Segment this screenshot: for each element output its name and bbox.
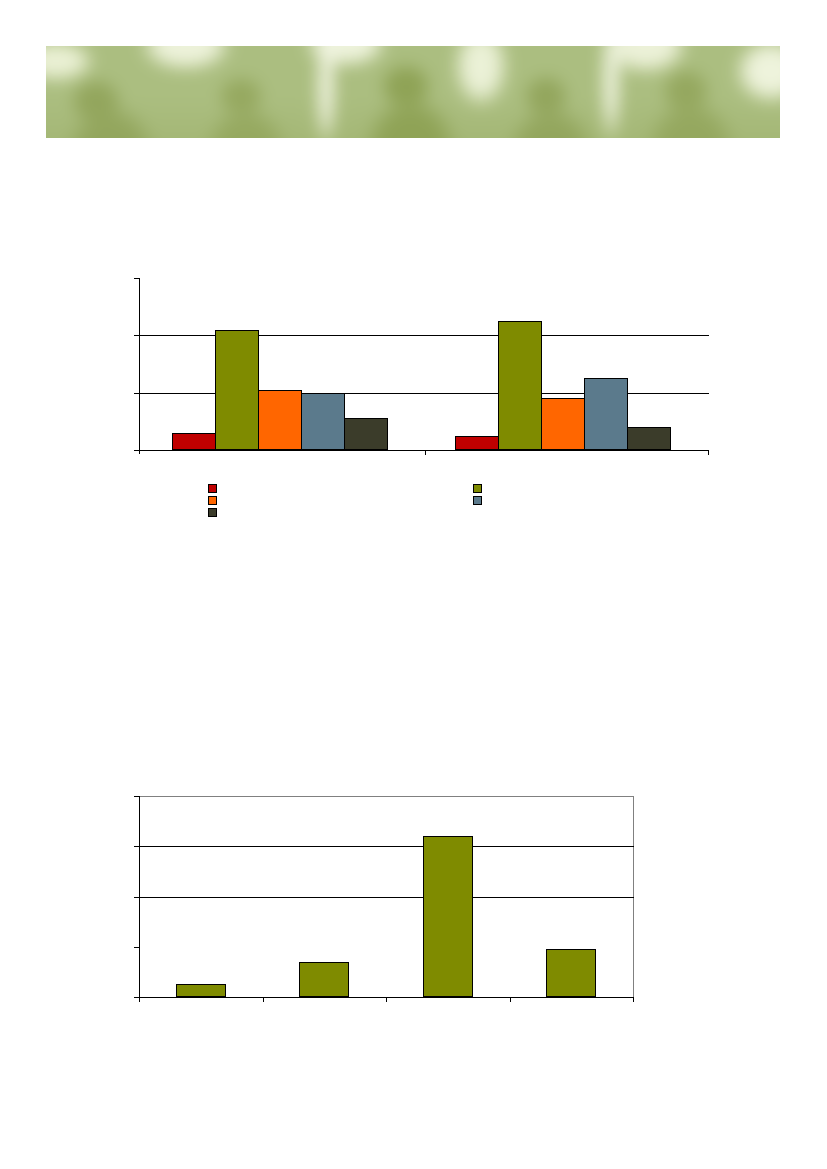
- x-axis-tick: [708, 450, 709, 455]
- y-axis-tick: [134, 846, 139, 847]
- x-axis: [139, 997, 634, 998]
- gridline: [139, 393, 709, 394]
- bar: [541, 398, 585, 450]
- x-axis-tick: [510, 997, 511, 1002]
- bar: [172, 433, 216, 450]
- y-axis: [139, 278, 140, 454]
- gridline: [139, 897, 634, 898]
- bar: [455, 436, 499, 450]
- bar: [344, 418, 388, 450]
- gridline: [139, 846, 634, 847]
- bar: [301, 393, 345, 450]
- y-axis-tick: [134, 997, 139, 998]
- legend-swatch: [473, 484, 482, 493]
- bar: [627, 427, 671, 450]
- header-banner: [46, 46, 780, 138]
- bar: [584, 378, 628, 450]
- y-axis-tick: [134, 278, 139, 279]
- legend-swatch: [473, 496, 482, 505]
- x-axis: [139, 450, 709, 451]
- crowd-photo-image: [46, 46, 780, 138]
- legend-swatch: [208, 496, 217, 505]
- y-axis-tick: [134, 947, 139, 948]
- legend-swatch: [208, 508, 217, 517]
- bar: [299, 962, 349, 997]
- x-axis-tick: [139, 997, 140, 1002]
- bar: [258, 390, 302, 450]
- plot-border: [139, 796, 634, 998]
- x-axis-tick: [386, 997, 387, 1002]
- y-axis-tick: [134, 897, 139, 898]
- bar: [423, 836, 473, 997]
- legend-swatch: [208, 484, 217, 493]
- x-axis-tick: [263, 997, 264, 1002]
- y-axis-tick: [134, 393, 139, 394]
- bar: [215, 330, 259, 450]
- x-axis-tick: [425, 450, 426, 455]
- y-axis-tick: [134, 450, 139, 451]
- y-axis-tick: [134, 335, 139, 336]
- y-axis-tick: [134, 796, 139, 797]
- gridline: [139, 335, 709, 336]
- y-axis: [139, 796, 140, 1002]
- x-axis-tick: [633, 997, 634, 1002]
- bar: [546, 949, 596, 997]
- bar: [498, 321, 542, 450]
- bar: [176, 984, 226, 997]
